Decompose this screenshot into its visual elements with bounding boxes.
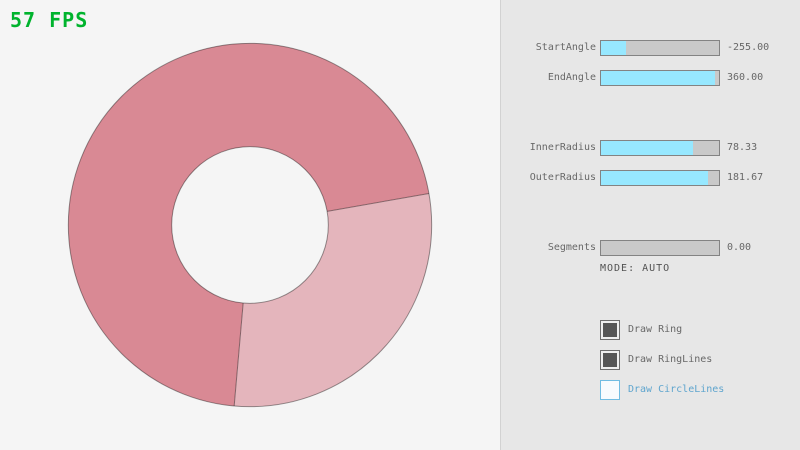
draw-ringlines-checkbox-row: Draw RingLines: [501, 350, 800, 370]
outer-radius-row: OuterRadius 181.67: [501, 170, 800, 186]
end-angle-row: EndAngle 360.00: [501, 70, 800, 86]
draw-circlelines-checkbox[interactable]: [600, 380, 620, 400]
controls-panel: StartAngle -255.00 EndAngle 360.00 Inner…: [500, 0, 800, 450]
inner-radius-slider[interactable]: [600, 140, 720, 156]
draw-circlelines-label: Draw CircleLines: [628, 384, 725, 395]
inner-radius-row: InnerRadius 78.33: [501, 140, 800, 156]
checkbox-check-icon: [603, 353, 617, 367]
start-angle-value: -255.00: [727, 42, 770, 53]
segments-label: Segments: [547, 242, 596, 253]
slider-fill: [601, 171, 709, 185]
fps-counter: 57 FPS: [10, 8, 89, 32]
draw-ringlines-label: Draw RingLines: [628, 354, 713, 365]
slider-fill: [601, 141, 694, 155]
end-angle-label: EndAngle: [547, 72, 596, 83]
draw-ring-label: Draw Ring: [628, 324, 683, 335]
slider-fill: [601, 41, 626, 55]
end-angle-value: 360.00: [727, 72, 764, 83]
draw-circlelines-checkbox-row: Draw CircleLines: [501, 380, 800, 400]
outer-radius-slider[interactable]: [600, 170, 720, 186]
draw-ringlines-checkbox[interactable]: [600, 350, 620, 370]
segments-value: 0.00: [727, 242, 752, 253]
inner-radius-label: InnerRadius: [529, 142, 596, 153]
end-angle-slider[interactable]: [600, 70, 720, 86]
slider-fill: [601, 71, 716, 85]
start-angle-row: StartAngle -255.00: [501, 40, 800, 56]
draw-ring-checkbox-row: Draw Ring: [501, 320, 800, 340]
mode-indicator: MODE: AUTO: [600, 263, 671, 274]
outer-radius-label: OuterRadius: [529, 172, 596, 183]
start-angle-slider[interactable]: [600, 40, 720, 56]
segments-slider[interactable]: [600, 240, 720, 256]
start-angle-label: StartAngle: [535, 42, 596, 53]
inner-radius-value: 78.33: [727, 142, 758, 153]
segments-row: Segments 0.00: [501, 240, 800, 256]
draw-ring-checkbox[interactable]: [600, 320, 620, 340]
outer-radius-value: 181.67: [727, 172, 764, 183]
checkbox-check-icon: [603, 323, 617, 337]
